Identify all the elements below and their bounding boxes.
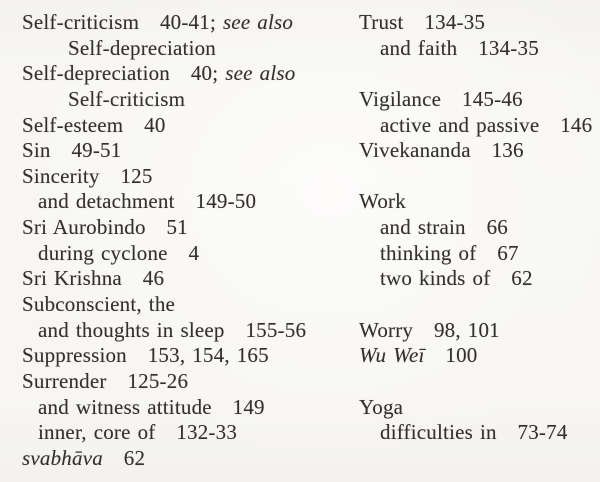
index-entry-text: Sri Krishna 46 xyxy=(22,266,165,291)
index-entry-text: two kinds of 62 xyxy=(380,266,533,291)
index-entry-text: active and passive 146 xyxy=(380,112,593,137)
index-entry-text: and faith 134-35 xyxy=(380,35,539,60)
index-entry-text: Sincerity 125 xyxy=(22,163,153,188)
index-line: Wu Weī 100 xyxy=(359,343,594,369)
index-line: and detachment 149-50 xyxy=(22,189,342,215)
index-line: active and passive 146 xyxy=(359,113,594,139)
index-line-blank xyxy=(359,164,594,190)
index-line: difficulties in 73-74 xyxy=(359,420,594,446)
index-entry-text: Sri Aurobindo 51 xyxy=(22,215,188,240)
index-line: Sincerity 125 xyxy=(22,164,342,190)
index-line: during cyclone 4 xyxy=(22,241,342,267)
index-entry-text: and witness attitude 149 xyxy=(38,394,265,419)
index-line: Yoga xyxy=(359,395,594,421)
index-line: Suppression 153, 154, 165 xyxy=(22,343,342,369)
index-entry-text: 62 xyxy=(102,445,146,470)
index-entry-text: Self-esteem 40 xyxy=(22,112,166,137)
index-line: and faith 134-35 xyxy=(359,36,594,62)
index-line: two kinds of 62 xyxy=(359,266,594,292)
index-line-blank xyxy=(359,369,594,395)
index-entry-text: and strain 66 xyxy=(380,215,508,240)
index-entry-text: 100 xyxy=(424,343,478,368)
index-entry-text: and thoughts in sleep 155-56 xyxy=(38,317,307,342)
index-entry-text-italic: see also xyxy=(222,10,294,34)
index-entry-text-italic: Wu Weī xyxy=(359,343,425,368)
index-entry-text: Vivekananda 136 xyxy=(359,138,524,163)
index-line: Self-depreciation 40; see also xyxy=(22,61,342,87)
index-entry-text: during cyclone 4 xyxy=(38,240,200,265)
index-entry-text: difficulties in 73-74 xyxy=(380,420,568,445)
index-line: Self-criticism 40-41; see also xyxy=(22,10,342,36)
index-line: and strain 66 xyxy=(359,215,594,241)
index-entry-text: Surrender 125-26 xyxy=(22,368,189,393)
index-line-blank xyxy=(359,446,594,472)
index-entry-text: Self-criticism xyxy=(68,86,186,111)
index-column-left: Self-criticism 40-41; see also Self-depre… xyxy=(22,10,342,472)
index-entry-text: Yoga xyxy=(359,394,404,419)
index-entry-text-italic: see also xyxy=(225,61,296,86)
index-line: Sri Aurobindo 51 xyxy=(22,215,342,241)
index-entry-text: Self-depreciation xyxy=(68,35,217,60)
index-line: Vivekananda 136 xyxy=(359,138,594,164)
index-line: Worry 98, 101 xyxy=(359,318,594,344)
index-entry-text: thinking of 67 xyxy=(380,240,519,265)
index-entry-text: Self-criticism 40-41; xyxy=(22,10,223,34)
index-entry-text: Worry 98, 101 xyxy=(359,317,500,342)
index-line: Self-esteem 40 xyxy=(22,113,342,139)
index-line: Vigilance 145-46 xyxy=(359,87,594,113)
index-column-right: Trust 134-35 and faith 134-35 Vigilance 14… xyxy=(359,10,594,472)
index-entry-text: Suppression 153, 154, 165 xyxy=(22,343,269,368)
index-entry-text: Vigilance 145-46 xyxy=(359,86,523,111)
index-line: Trust 134-35 xyxy=(359,10,594,36)
index-line-blank xyxy=(359,292,594,318)
index-line: Work xyxy=(359,189,594,215)
index-entry-text-italic: svabhāva xyxy=(22,445,103,470)
index-line: Self-depreciation xyxy=(22,36,342,62)
index-line: Sri Krishna 46 xyxy=(22,266,342,292)
index-entry-text: inner, core of 132-33 xyxy=(38,420,238,445)
index-line-blank xyxy=(359,61,594,87)
index-entry-text: and detachment 149-50 xyxy=(38,189,257,214)
index-line: Self-criticism xyxy=(22,87,342,113)
index-line: Subconscient, the xyxy=(22,292,342,318)
index-line: Surrender 125-26 xyxy=(22,369,342,395)
index-line: thinking of 67 xyxy=(359,241,594,267)
index-line: inner, core of 132-33 xyxy=(22,420,342,446)
index-line: and witness attitude 149 xyxy=(22,395,342,421)
index-entry-text: Subconscient, the xyxy=(22,292,176,317)
index-entry-text: Sin 49-51 xyxy=(22,138,122,163)
index-line: svabhāva 62 xyxy=(22,446,342,472)
index-line: and thoughts in sleep 155-56 xyxy=(22,318,342,344)
index-entry-text: Work xyxy=(359,189,406,214)
index-entry-text: Self-depreciation 40; xyxy=(22,61,226,86)
index-entry-text: Trust 134-35 xyxy=(359,10,486,34)
index-line: Sin 49-51 xyxy=(22,138,342,164)
